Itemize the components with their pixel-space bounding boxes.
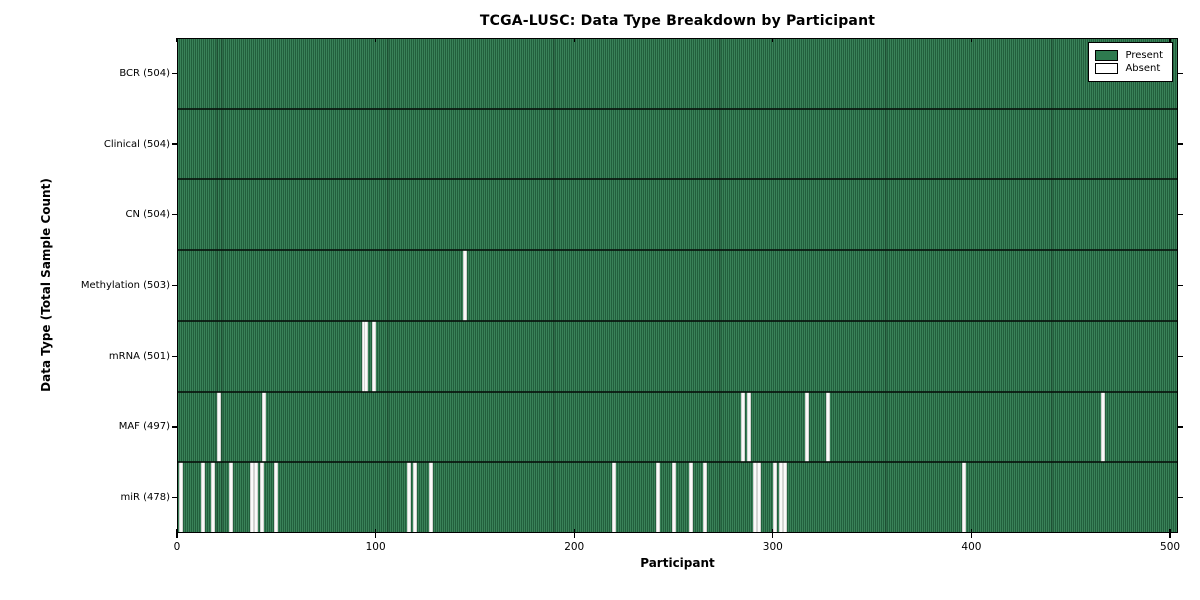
legend-label-absent: Absent: [1125, 63, 1161, 74]
y-tick-left: [172, 143, 177, 145]
x-tick-bottom: [176, 529, 178, 538]
absent-gap-mir-293: [756, 462, 761, 533]
absent-gap-maf-317: [804, 391, 809, 463]
y-tick-label-cn: CN (504): [125, 209, 170, 221]
x-tick-bottom: [772, 529, 774, 538]
absent-gap-mir-301: [772, 462, 777, 533]
absent-gap-mir-291: [752, 462, 757, 533]
y-tick-left: [172, 214, 177, 216]
x-tick-bottom: [1169, 529, 1171, 538]
absent-gap-mir-50: [274, 462, 279, 533]
y-tick-left: [172, 284, 177, 287]
chart-title: TCGA-LUSC: Data Type Breakdown by Partic…: [479, 13, 876, 29]
heatmap-row-bcr: [177, 38, 1178, 109]
y-tick-label-methylation: Methylation (503): [80, 280, 170, 291]
x-tick-label: 0: [173, 541, 181, 553]
y-tick-label-bcr: BCR (504): [119, 67, 170, 79]
heatmap-row-mrna: [177, 320, 1178, 392]
absent-gap-mir-117: [407, 462, 412, 533]
heatmap-row-mir: [177, 462, 1178, 533]
absent-gap-mir-304: [778, 462, 783, 533]
y-tick-label-mrna: mRNA (501): [108, 350, 170, 362]
y-tick-left: [172, 426, 177, 428]
absent-gap-mir-27: [228, 462, 233, 533]
y-tick-left: [172, 355, 177, 357]
legend-label-present: Present: [1125, 49, 1163, 61]
heatmap-row-methylation: [177, 250, 1178, 321]
absent-gap-maf-328: [826, 391, 831, 463]
absent-gap-mir-40: [254, 462, 259, 533]
absent-gap-mir-266: [703, 462, 708, 533]
absent-gap-mir-43: [260, 462, 265, 533]
heatmap-row-maf: [177, 391, 1178, 463]
absent-gap-mir-18: [210, 462, 215, 533]
legend-swatch-present: [1095, 49, 1119, 61]
legend: Present Absent: [1088, 42, 1173, 82]
absent-gap-mir-242: [655, 462, 660, 533]
y-tick-right: [1178, 426, 1183, 428]
absent-gap-maf-44: [262, 391, 267, 463]
y-tick-right: [1178, 214, 1183, 216]
absent-gap-mrna-99: [371, 320, 376, 392]
x-tick-label: 500: [1160, 541, 1181, 553]
y-tick-right: [1178, 284, 1183, 287]
absent-gap-mrna-95: [363, 320, 368, 392]
absent-gap-mir-259: [689, 462, 694, 533]
x-tick-label: 400: [961, 541, 982, 553]
absent-gap-maf-466: [1100, 391, 1105, 463]
legend-entry-present: Present: [1095, 49, 1163, 61]
x-tick-bottom: [970, 529, 973, 538]
y-tick-right: [1178, 72, 1183, 74]
x-tick-top: [374, 38, 377, 42]
y-tick-right: [1178, 496, 1183, 499]
legend-entry-absent: Absent: [1095, 63, 1163, 74]
y-tick-label-clinical: Clinical (504): [103, 138, 170, 150]
absent-gap-maf-285: [741, 391, 746, 463]
y-tick-right: [1178, 355, 1183, 357]
plot-area: Present Absent: [177, 38, 1178, 533]
legend-swatch-absent: [1095, 63, 1119, 74]
y-tick-label-mir: miR (478): [120, 492, 170, 504]
heatmap-row-clinical: [177, 108, 1178, 180]
x-tick-top: [970, 38, 973, 42]
x-tick-top: [772, 38, 774, 42]
x-tick-top: [1169, 38, 1171, 42]
absent-gap-mir-306: [782, 462, 787, 533]
x-tick-bottom: [374, 529, 377, 538]
absent-gap-mir-128: [429, 462, 434, 533]
absent-gap-maf-288: [747, 391, 751, 463]
x-tick-top: [573, 38, 575, 42]
x-tick-label: 100: [365, 541, 386, 553]
x-tick-label: 200: [564, 541, 585, 553]
absent-gap-mir-396: [961, 462, 966, 533]
y-tick-right: [1178, 143, 1183, 145]
absent-gap-mir-120: [413, 462, 418, 533]
y-tick-left: [172, 72, 177, 74]
absent-gap-mir-250: [671, 462, 676, 533]
absent-gap-maf-21: [216, 391, 221, 463]
absent-gap-mir-220: [611, 462, 616, 533]
absent-gap-mir-2: [178, 462, 183, 533]
x-tick-label: 300: [762, 541, 783, 553]
absent-gap-methylation-145: [462, 250, 467, 321]
absent-gap-mir-38: [250, 462, 255, 533]
y-tick-left: [172, 496, 177, 499]
x-tick-bottom: [573, 529, 575, 538]
x-tick-top: [176, 38, 178, 42]
absent-gap-mir-13: [200, 462, 205, 533]
heatmap-row-cn: [177, 179, 1178, 251]
y-tick-label-maf: MAF (497): [118, 421, 170, 433]
x-axis-label: Participant: [640, 556, 715, 570]
